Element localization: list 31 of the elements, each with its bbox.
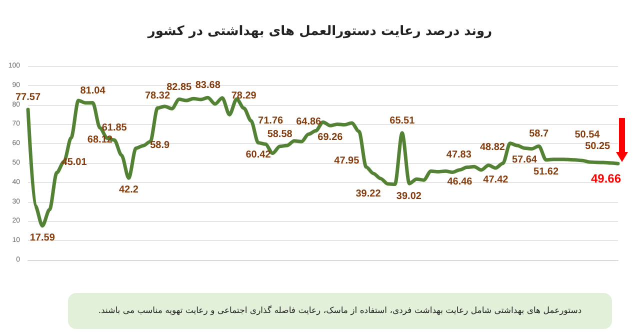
data-label: 50.54 — [574, 129, 600, 140]
data-label: 47.83 — [446, 150, 472, 161]
data-label: 78.32 — [144, 90, 170, 102]
data-label: 48.82 — [480, 142, 506, 153]
data-label: 58.7 — [529, 128, 550, 140]
data-label: 47.42 — [483, 174, 509, 186]
data-label: 78.29 — [231, 90, 257, 102]
data-label: 65.51 — [390, 115, 416, 126]
data-label: 39.22 — [356, 188, 382, 200]
chart-title: روند درصد رعایت دستورالعمل های بهداشتی در کشور — [146, 24, 492, 39]
data-label: 64.86 — [296, 116, 322, 128]
data-label: 60.42 — [246, 149, 272, 160]
data-label: 83.68 — [195, 80, 221, 92]
data-label: 69.26 — [318, 132, 344, 144]
data-label: 58.58 — [267, 128, 293, 140]
data-label: 68.12 — [87, 134, 113, 146]
data-label: 82.85 — [166, 82, 192, 93]
data-label: 81.04 — [80, 85, 106, 96]
data-label: 42.2 — [118, 184, 139, 196]
data-label: 17.59 — [30, 232, 56, 244]
data-label: 57.64 — [512, 154, 538, 166]
data-label: 51.62 — [534, 166, 559, 178]
text: دستورعمل های بهداشتی شامل رعایت بهداشت فردی، استفاده از ماسک، رعایت فاصله گذاری اجتماعی و رعایت تهویه مناسب می باشند. — [68, 293, 612, 329]
data-label: 50.25 — [585, 141, 611, 152]
data-label: 49.66 — [590, 172, 622, 186]
data-label: 58.9 — [150, 140, 170, 152]
data-label: 39.02 — [396, 190, 422, 202]
data-label: 71.76 — [258, 115, 284, 126]
data-label: 47.95 — [334, 155, 360, 166]
data-label: 61.85 — [102, 122, 128, 134]
data-label: 46.46 — [447, 176, 473, 188]
